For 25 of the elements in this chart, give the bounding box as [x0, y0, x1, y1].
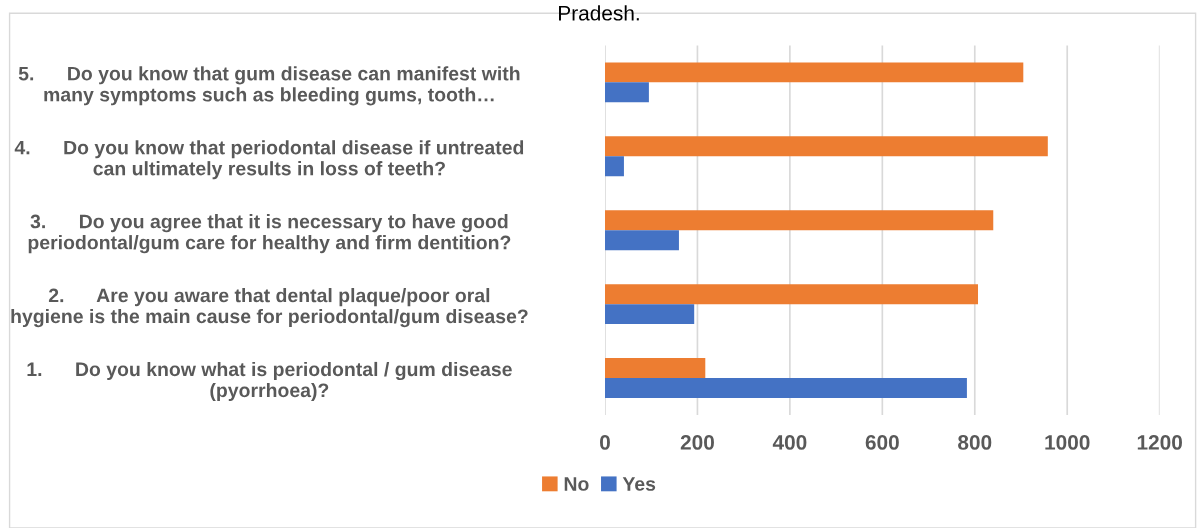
- x-tick-label: 200: [680, 435, 714, 450]
- bar: [604, 358, 706, 379]
- chart-title: Pradesh.: [559, 5, 639, 21]
- x-tick-label: 1200: [1137, 435, 1182, 450]
- x-tick-label: 1000: [1045, 435, 1090, 450]
- y-tick-label: 5. Do you know that gum disease can manifest with many symptoms such as bleeding gums, tooth…: [18, 66, 520, 106]
- bar: [604, 304, 695, 325]
- bar: [604, 156, 624, 177]
- y-tick-label: 4. Do you know that periodontal disease if untreated can ultimately results in loss of teeth?: [14, 140, 524, 180]
- x-tick-label: 400: [772, 435, 807, 450]
- bar: [604, 378, 967, 399]
- x-tick-label: 800: [958, 435, 992, 450]
- x-tick-label: 600: [865, 435, 899, 450]
- y-tick-label: 3. Do you agree that it is necessary to have good periodontal/gum care for healthy and firm dentition?: [28, 214, 511, 254]
- bar: [604, 284, 979, 305]
- bar: [604, 82, 649, 103]
- bar: [604, 230, 679, 251]
- y-tick-label: 2. Are you aware that dental plaque/poor oral hygiene is the main cause for periodontal/gum disease?: [11, 288, 528, 328]
- x-tick-label: 0: [600, 435, 610, 450]
- bar: [604, 62, 1024, 83]
- y-tick-label: 1. Do you know what is periodontal / gum disease (pyorrhoea)?: [27, 361, 512, 402]
- bar: [604, 210, 994, 231]
- bar: [604, 136, 1048, 157]
- legend-label: No: [564, 477, 589, 491]
- legend-label: Yes: [622, 477, 656, 491]
